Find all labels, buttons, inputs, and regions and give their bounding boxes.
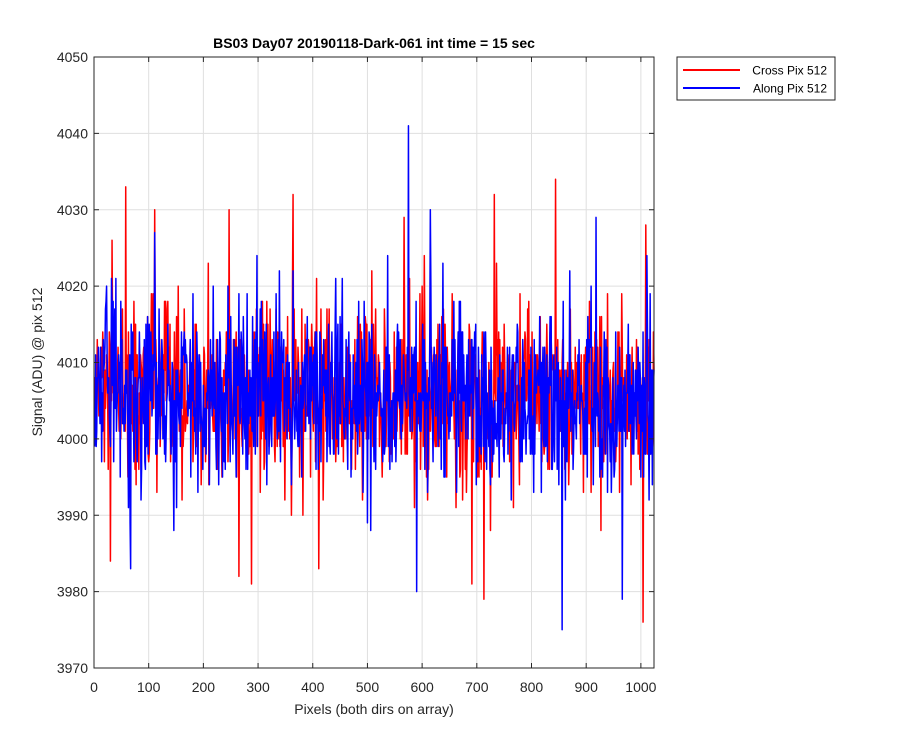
x-tick-label: 400	[301, 679, 325, 695]
legend-label-cross: Cross Pix 512	[752, 64, 827, 78]
x-tick-label: 200	[192, 679, 216, 695]
legend-box	[676, 56, 836, 101]
y-tick-label: 4050	[57, 49, 88, 65]
y-tick-label: 3970	[57, 660, 88, 676]
y-axis-label: Signal (ADU) @ pix 512	[29, 287, 45, 436]
x-tick-label: 600	[410, 679, 434, 695]
x-tick-label: 0	[90, 679, 98, 695]
legend-label-along: Along Pix 512	[753, 82, 827, 96]
series-layer	[93, 124, 655, 631]
y-tick-labels: 3970 3980 3990 4000 4010 4020 4030 4040 4050	[57, 49, 88, 676]
x-tick-labels: 0 100 200 300 400 500 600 700 800 900 1000	[90, 679, 657, 695]
y-tick-label: 3980	[57, 584, 88, 600]
x-tick-label: 1000	[625, 679, 656, 695]
x-tick-label: 500	[356, 679, 380, 695]
y-tick-label: 4020	[57, 278, 88, 294]
y-tick-label: 3990	[57, 507, 88, 523]
x-tick-label: 900	[575, 679, 599, 695]
x-tick-label: 800	[520, 679, 544, 695]
x-tick-label: 100	[137, 679, 161, 695]
chart-title: BS03 Day07 20190118-Dark-061 int time = …	[213, 35, 535, 51]
legend: Cross Pix 512 Along Pix 512	[676, 56, 836, 101]
y-tick-label: 4000	[57, 431, 88, 447]
series-line-along	[93, 124, 655, 631]
x-tick-label: 700	[465, 679, 489, 695]
x-tick-label: 300	[246, 679, 270, 695]
tick-marks	[93, 56, 654, 669]
y-tick-label: 4030	[57, 202, 88, 218]
y-tick-label: 4010	[57, 355, 88, 371]
x-axis-label: Pixels (both dirs on array)	[294, 701, 454, 717]
y-tick-label: 4040	[57, 125, 88, 141]
